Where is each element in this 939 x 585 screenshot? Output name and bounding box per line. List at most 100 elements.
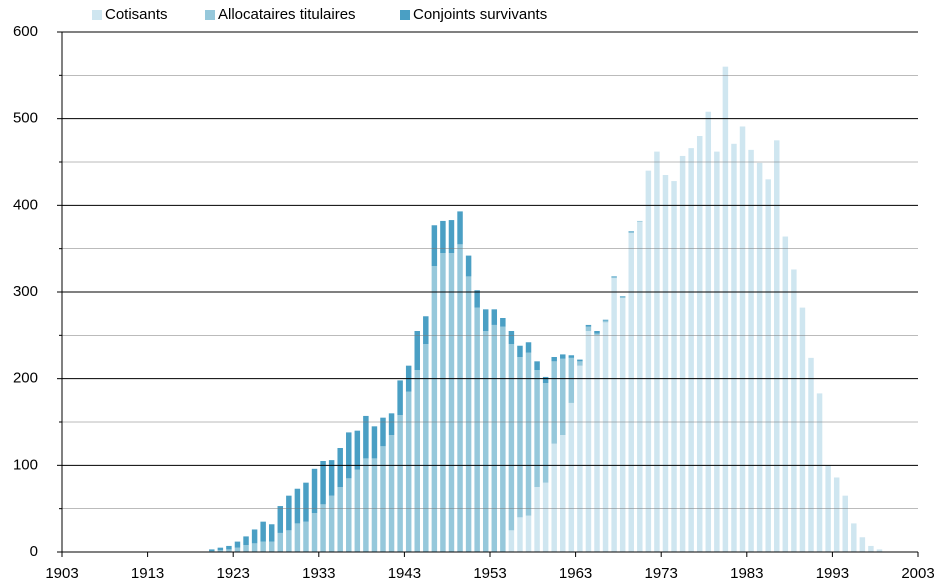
bar-segment (756, 162, 763, 552)
y-tick-label: 600 (13, 23, 38, 40)
bar-segment (551, 443, 557, 552)
bar-segment (286, 495, 292, 531)
bar-segment (209, 549, 215, 552)
legend-swatch (205, 10, 215, 20)
y-tick-label: 300 (13, 283, 38, 300)
bar-segment (226, 545, 232, 550)
bar-segment (346, 478, 352, 552)
bar-segment (226, 549, 232, 552)
y-tick-label: 400 (13, 196, 38, 213)
x-tick-label: 1993 (816, 565, 849, 582)
bar-segment (371, 458, 378, 552)
bar-segment (346, 432, 352, 479)
bar-segment (808, 357, 814, 552)
x-tick-label: 1903 (45, 565, 78, 582)
bar-segment (465, 276, 472, 552)
bar-segment (851, 523, 857, 552)
bar-segment (637, 220, 643, 222)
bar-segment (440, 253, 446, 552)
bar-segment (457, 244, 463, 553)
bar-segment (260, 541, 266, 552)
bar-segment (542, 376, 549, 383)
bar-segment (628, 231, 634, 233)
x-tick-label: 1913 (131, 565, 164, 582)
x-tick-label: 1923 (217, 565, 250, 582)
bar-segment (354, 469, 361, 552)
bar-segment (371, 426, 378, 459)
bar-segment (739, 126, 746, 552)
bar-segment (791, 269, 797, 552)
bar-segment (705, 111, 712, 552)
bar-segment (525, 515, 532, 552)
bar-segment (277, 532, 284, 552)
bar-segment (868, 545, 874, 552)
bar-segment (679, 155, 686, 552)
bar-segment (534, 370, 540, 487)
bar-segment (448, 253, 455, 552)
bar-segment (568, 355, 575, 358)
bar-segment (277, 506, 284, 533)
bar-segment (380, 417, 386, 447)
bar-segment (560, 358, 566, 435)
legend-label: Conjoints survivants (413, 6, 547, 23)
bar-segment (414, 370, 420, 552)
bar-segment (303, 521, 309, 552)
bar-segment (577, 361, 583, 366)
bar-segment (268, 541, 275, 552)
bar-segment (380, 446, 386, 552)
bar-segment (696, 136, 703, 552)
bar-segment (748, 149, 754, 552)
bar-segment (397, 415, 403, 552)
legend-label: Cotisants (105, 6, 168, 23)
bar-segment (688, 148, 694, 552)
bar-segment (217, 547, 224, 551)
x-tick-label: 2003 (901, 565, 934, 582)
bar-segment (662, 175, 669, 552)
bar-segment (585, 326, 592, 331)
bar-segment (525, 342, 532, 353)
bar-segment (337, 487, 343, 552)
bar-segment (397, 380, 403, 416)
bar-segment (354, 430, 361, 470)
bar-segment (594, 333, 600, 336)
bar-segment (423, 316, 429, 344)
bar-segment (611, 276, 617, 278)
bar-segment (508, 344, 515, 531)
bar-segment (491, 309, 498, 325)
bar-segment (619, 298, 626, 552)
bar-segment (731, 143, 737, 553)
bar-segment (388, 435, 395, 552)
bar-segment (320, 461, 326, 505)
bar-segment (568, 357, 575, 403)
bar-segment (816, 393, 823, 552)
bar-segment (560, 435, 566, 552)
bar-segment (645, 170, 652, 552)
bar-segment (876, 549, 883, 552)
bar-segment (414, 331, 420, 370)
bar-segment (440, 220, 446, 253)
bar-segment (585, 324, 592, 327)
bar-segment (260, 521, 266, 542)
bar-segment (508, 530, 515, 552)
bar-segment (500, 326, 506, 552)
bar-segment (619, 296, 626, 298)
bar-segment (431, 266, 438, 552)
bar-segment (234, 547, 241, 552)
bar-segment (714, 151, 720, 552)
bar-segment (551, 361, 557, 444)
bar-segment (431, 225, 438, 266)
bar-segment (268, 524, 275, 542)
bar-segment (243, 536, 249, 546)
bar-segment (328, 495, 335, 552)
bar-segment (311, 513, 318, 552)
bar-segment (602, 320, 609, 323)
bar-segment (474, 290, 480, 308)
y-tick-label: 0 (30, 543, 38, 560)
bar-segment (517, 517, 523, 552)
bar-segment (628, 233, 634, 553)
y-tick-label: 500 (13, 110, 38, 127)
bar-segment (542, 383, 549, 483)
bar-segment (448, 220, 455, 253)
bar-segment (654, 151, 660, 552)
y-tick-label: 200 (13, 370, 38, 387)
